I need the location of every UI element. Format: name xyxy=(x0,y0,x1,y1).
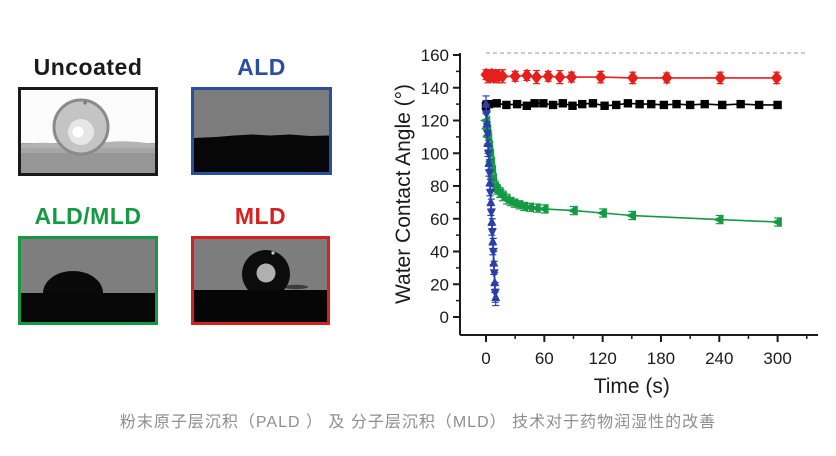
figure-caption: 粉末原子层沉积（PALD ） 及 分子层沉积（MLD） 技术对于药物润湿性的改善 xyxy=(119,414,717,431)
svg-text:60: 60 xyxy=(430,210,449,229)
contact-angle-image-mld xyxy=(191,236,330,325)
svg-text:180: 180 xyxy=(647,349,675,368)
panel-label-uncoated: Uncoated xyxy=(33,54,143,80)
panel-label-ald-mld: ALD/MLD xyxy=(34,203,142,229)
water-contact-angle-chart: 0 20 40 60 80 100 120 140 160 0 60 120 180 240 300 Time… xyxy=(390,18,836,400)
series-MLD xyxy=(480,67,783,85)
svg-text:Time (s): Time (s) xyxy=(594,375,670,398)
svg-text:20: 20 xyxy=(430,275,449,294)
svg-text:120: 120 xyxy=(421,112,449,131)
uncoated-droplet-photo xyxy=(21,90,155,173)
series-Uncoated xyxy=(481,99,782,112)
svg-text:Water Contact Angle (°): Water Contact Angle (°) xyxy=(392,84,415,304)
mld-droplet-photo xyxy=(194,239,327,322)
svg-text:160: 160 xyxy=(421,46,449,65)
ald-droplet-photo xyxy=(194,90,329,172)
series-ALD-MLD xyxy=(480,113,782,228)
svg-text:140: 140 xyxy=(421,79,449,98)
svg-text:40: 40 xyxy=(430,243,449,262)
svg-text:0: 0 xyxy=(440,308,449,327)
svg-text:0: 0 xyxy=(481,349,490,368)
svg-text:80: 80 xyxy=(430,177,449,196)
svg-text:100: 100 xyxy=(421,144,449,163)
svg-text:300: 300 xyxy=(763,349,791,368)
series-ALD xyxy=(481,95,501,307)
chart-svg: 0 20 40 60 80 100 120 140 160 0 60 120 180 240 300 Time… xyxy=(392,46,818,398)
contact-angle-image-ald xyxy=(191,87,332,175)
svg-text:240: 240 xyxy=(705,349,733,368)
contact-angle-image-ald-mld xyxy=(18,236,158,325)
panel-label-mld: MLD xyxy=(234,203,287,229)
svg-text:120: 120 xyxy=(588,349,616,368)
ald-mld-droplet-photo xyxy=(21,239,155,322)
contact-angle-image-uncoated xyxy=(18,87,158,176)
chart-axes: 0 20 40 60 80 100 120 140 160 0 60 120 180 240 300 Time… xyxy=(392,46,818,398)
panel-label-ald: ALD xyxy=(237,54,286,80)
svg-text:60: 60 xyxy=(535,349,554,368)
